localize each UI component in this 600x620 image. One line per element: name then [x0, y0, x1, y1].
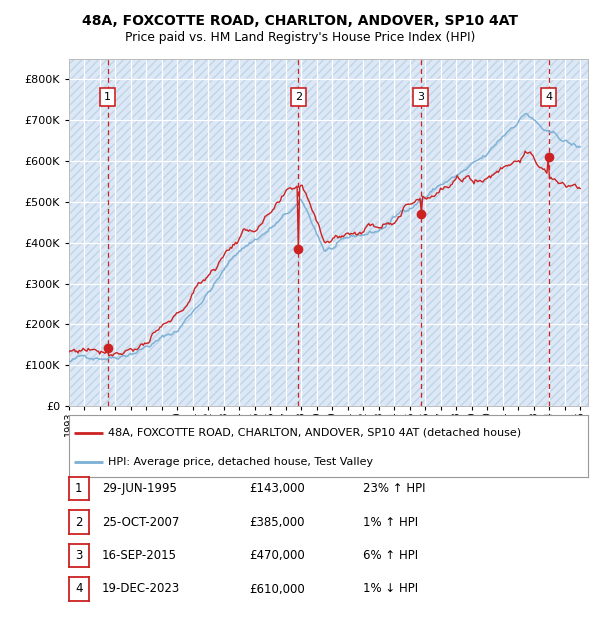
Text: £143,000: £143,000	[249, 482, 305, 495]
Text: HPI: Average price, detached house, Test Valley: HPI: Average price, detached house, Test…	[108, 457, 373, 467]
Text: Price paid vs. HM Land Registry's House Price Index (HPI): Price paid vs. HM Land Registry's House …	[125, 31, 475, 43]
Text: 23% ↑ HPI: 23% ↑ HPI	[363, 482, 425, 495]
Text: £385,000: £385,000	[249, 516, 305, 528]
Text: 2: 2	[75, 516, 83, 528]
Text: 1% ↓ HPI: 1% ↓ HPI	[363, 583, 418, 595]
Text: 4: 4	[545, 92, 552, 102]
Text: 2: 2	[295, 92, 302, 102]
Text: 1% ↑ HPI: 1% ↑ HPI	[363, 516, 418, 528]
Text: 29-JUN-1995: 29-JUN-1995	[102, 482, 177, 495]
Text: £610,000: £610,000	[249, 583, 305, 595]
Text: 25-OCT-2007: 25-OCT-2007	[102, 516, 179, 528]
Text: 3: 3	[75, 549, 83, 562]
Text: 1: 1	[104, 92, 111, 102]
Text: 48A, FOXCOTTE ROAD, CHARLTON, ANDOVER, SP10 4AT: 48A, FOXCOTTE ROAD, CHARLTON, ANDOVER, S…	[82, 14, 518, 28]
Text: 19-DEC-2023: 19-DEC-2023	[102, 583, 180, 595]
Text: £470,000: £470,000	[249, 549, 305, 562]
Text: 3: 3	[418, 92, 424, 102]
Text: 16-SEP-2015: 16-SEP-2015	[102, 549, 177, 562]
Text: 4: 4	[75, 583, 83, 595]
Text: 6% ↑ HPI: 6% ↑ HPI	[363, 549, 418, 562]
Text: 1: 1	[75, 482, 83, 495]
Text: 48A, FOXCOTTE ROAD, CHARLTON, ANDOVER, SP10 4AT (detached house): 48A, FOXCOTTE ROAD, CHARLTON, ANDOVER, S…	[108, 428, 521, 438]
